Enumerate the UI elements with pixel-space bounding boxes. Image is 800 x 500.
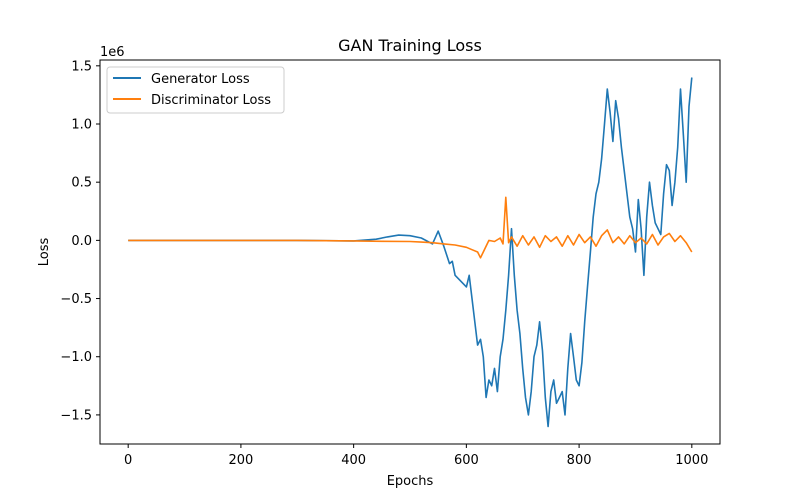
y-tick-label: 1.5 [71,59,92,74]
plot-frame [99,59,721,445]
discriminator-loss-line [128,196,693,259]
legend-box [106,66,285,114]
legend-label-discriminator: Discriminator Loss [151,93,271,108]
plot-lines [128,77,693,428]
generator-loss-line [128,77,693,428]
y-tick-label: 0.5 [71,176,92,191]
x-tick-label: 400 [341,453,366,468]
y-axis: −1.5 −1.0 −0.5 0.0 0.5 1.0 1.5 [60,59,100,423]
x-axis: 0 200 400 600 800 1000 [124,444,708,468]
y-tick-label: 1.0 [71,118,92,133]
x-tick-label: 200 [228,453,253,468]
y-offset-label: 1e6 [100,45,125,60]
x-tick-label: 1000 [675,453,708,468]
y-tick-label: 0.0 [71,234,92,249]
legend-label-generator: Generator Loss [151,72,250,87]
x-tick-label: 800 [567,453,592,468]
y-tick-label: −0.5 [60,292,92,307]
chart-title: GAN Training Loss [338,36,482,55]
y-axis-title: Loss [37,238,52,267]
x-axis-title: Epochs [387,474,434,489]
y-tick-label: −1.5 [60,408,92,423]
legend: Generator Loss Discriminator Loss [106,66,285,114]
y-tick-label: −1.0 [60,350,92,365]
x-tick-label: 600 [454,453,479,468]
x-tick-label: 0 [124,453,132,468]
